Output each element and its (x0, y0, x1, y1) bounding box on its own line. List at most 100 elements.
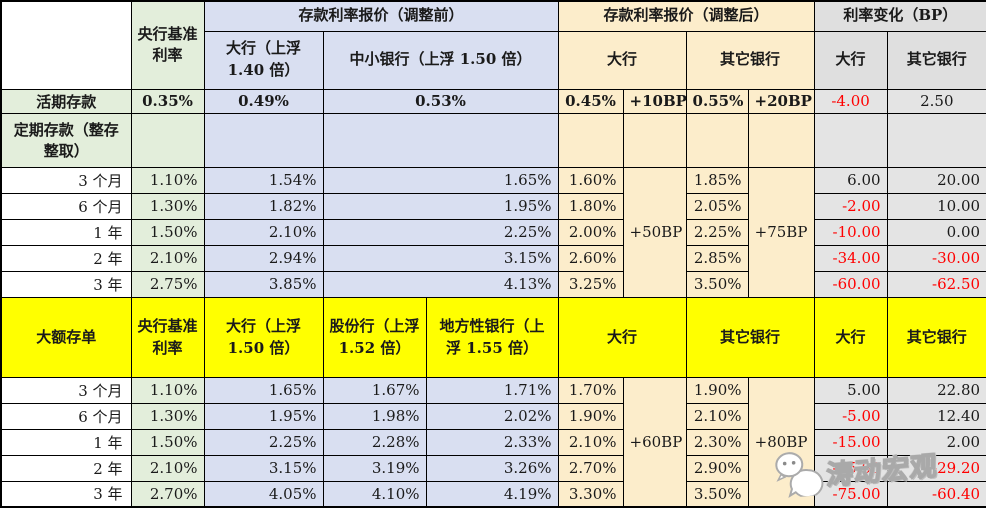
table-row: 6 个月 1.30% 1.95% 1.98% 2.02% 1.90% 2.10%… (0, 402, 986, 430)
group-after-header: 存款利率报价（调整后） (557, 0, 815, 32)
change-other-cell: 22.80 (886, 376, 986, 404)
before-big-header: 大行（上浮 1.40 倍） (203, 30, 324, 90)
change-other-cell: -62.50 (886, 270, 986, 298)
empty-cell (130, 112, 205, 168)
change-big-cell: 6.00 (813, 166, 888, 194)
benchmark-header: 央行基准利率 (130, 0, 205, 90)
table-row: 1 年 1.50% 2.25% 2.28% 2.33% 2.10% 2.30% … (0, 428, 986, 456)
before-joint-cell: 4.10% (322, 480, 427, 508)
after-other-bp-merged-cell: +80BP (747, 376, 815, 508)
cd-after-other-header: 其它银行 (685, 296, 815, 378)
group-before-header: 存款利率报价（调整前） (203, 0, 559, 32)
after-big-cell: 3.25% (557, 270, 624, 298)
after-other-cell: 1.85% (685, 166, 749, 194)
after-other-cell: 2.05% (685, 192, 749, 220)
before-joint-cell: 2.28% (322, 428, 427, 456)
benchmark-cell: 2.75% (130, 270, 205, 298)
benchmark-cell: 0.35% (130, 88, 205, 114)
after-other-header: 其它银行 (685, 30, 815, 90)
before-big-cell: 2.10% (203, 218, 324, 246)
after-other-cell: 3.50% (685, 480, 749, 508)
row-label: 3 年 (0, 270, 132, 298)
before-local-cell: 2.02% (425, 402, 559, 430)
before-big-cell: 1.65% (203, 376, 324, 404)
after-big-bp-cell: +10BP (622, 88, 687, 114)
before-small-cell: 4.13% (322, 270, 559, 298)
after-other-cell: 3.50% (685, 270, 749, 298)
cd-change-big-header: 大行 (813, 296, 888, 378)
benchmark-cell: 1.30% (130, 402, 205, 430)
change-other-cell: 20.00 (886, 166, 986, 194)
before-small-cell: 0.53% (322, 88, 559, 114)
benchmark-cell: 1.50% (130, 428, 205, 456)
after-other-cell: 1.90% (685, 376, 749, 404)
sub-header-row: 大行（上浮 1.40 倍） 中小银行（上浮 1.50 倍） 大行 其它银行 大行… (1, 30, 986, 90)
benchmark-cell: 1.10% (130, 166, 205, 194)
before-big-cell: 0.49% (203, 88, 324, 114)
change-big-cell: -34.00 (813, 244, 888, 272)
before-joint-cell: 3.19% (322, 454, 427, 482)
before-big-cell: 4.05% (203, 480, 324, 508)
group-header-row: 央行基准利率 存款利率报价（调整前） 存款利率报价（调整后） 利率变化（BP） (0, 0, 986, 90)
row-label: 2 年 (0, 244, 132, 272)
change-big-cell: -15.00 (813, 428, 888, 456)
benchmark-cell: 1.30% (130, 192, 205, 220)
before-big-cell: 3.85% (203, 270, 324, 298)
before-local-cell: 2.33% (425, 428, 559, 456)
row-label: 1 年 (0, 218, 132, 246)
after-other-cell: 2.10% (685, 402, 749, 430)
after-big-header: 大行 (557, 30, 687, 90)
row-label: 3 年 (0, 480, 132, 508)
before-joint-cell: 1.67% (322, 376, 427, 404)
after-other-cell: 2.30% (685, 428, 749, 456)
before-big-cell: 1.95% (203, 402, 324, 430)
before-big-cell: 3.15% (203, 454, 324, 482)
before-small-cell: 2.25% (322, 218, 559, 246)
change-other-cell: -60.40 (886, 480, 986, 508)
cd-after-big-header: 大行 (557, 296, 687, 378)
before-small-header: 中小银行（上浮 1.50 倍） (322, 30, 559, 90)
change-other-cell: 2.00 (886, 428, 986, 456)
change-big-cell: -75.00 (813, 480, 888, 508)
after-big-bp-merged-cell: +50BP (622, 166, 687, 298)
row-label: 活期存款 (0, 88, 132, 114)
table-row: 6 个月 1.30% 1.82% 1.95% 1.80% 2.05% -2.00… (0, 192, 986, 220)
after-big-cell: 2.60% (557, 244, 624, 272)
cd-change-other-header: 其它银行 (886, 296, 986, 378)
table-row: 2 年 2.10% 2.94% 3.15% 2.60% 2.85% -34.00… (0, 244, 986, 272)
cd-big-header: 大行（上浮 1.50 倍） (203, 296, 324, 378)
change-big-cell: -45.00 (813, 454, 888, 482)
before-small-cell: 1.95% (322, 192, 559, 220)
change-other-cell: 2.50 (886, 88, 986, 114)
empty-cell (203, 112, 324, 168)
row-label: 3 个月 (0, 376, 132, 404)
empty-cell (813, 112, 888, 168)
cd-joint-header: 股份行（上浮 1.52 倍） (322, 296, 427, 378)
after-big-cell: 1.60% (557, 166, 624, 194)
after-other-cell: 2.85% (685, 244, 749, 272)
empty-cell (747, 112, 815, 168)
row-label: 1 年 (0, 428, 132, 456)
benchmark-cell: 2.10% (130, 244, 205, 272)
change-big-cell: -5.00 (813, 402, 888, 430)
change-other-cell: -29.20 (886, 454, 986, 482)
empty-cell (886, 112, 986, 168)
cd-section-label: 大额存单 (0, 296, 132, 378)
empty-cell (622, 112, 687, 168)
after-big-cell: 1.80% (557, 192, 624, 220)
change-other-cell: 0.00 (886, 218, 986, 246)
change-big-header: 大行 (813, 30, 888, 90)
benchmark-cell: 2.10% (130, 454, 205, 482)
before-small-cell: 1.65% (322, 166, 559, 194)
row-label: 6 个月 (0, 402, 132, 430)
before-joint-cell: 1.98% (322, 402, 427, 430)
empty-cell (557, 112, 624, 168)
benchmark-cell: 1.10% (130, 376, 205, 404)
after-other-cell: 2.90% (685, 454, 749, 482)
change-big-cell: -60.00 (813, 270, 888, 298)
deposit-rate-table: 央行基准利率 存款利率报价（调整前） 存款利率报价（调整后） 利率变化（BP） … (0, 0, 986, 508)
before-small-cell: 3.15% (322, 244, 559, 272)
cd-benchmark-header: 央行基准利率 (130, 296, 205, 378)
section-label: 定期存款（整存整取） (0, 112, 132, 168)
